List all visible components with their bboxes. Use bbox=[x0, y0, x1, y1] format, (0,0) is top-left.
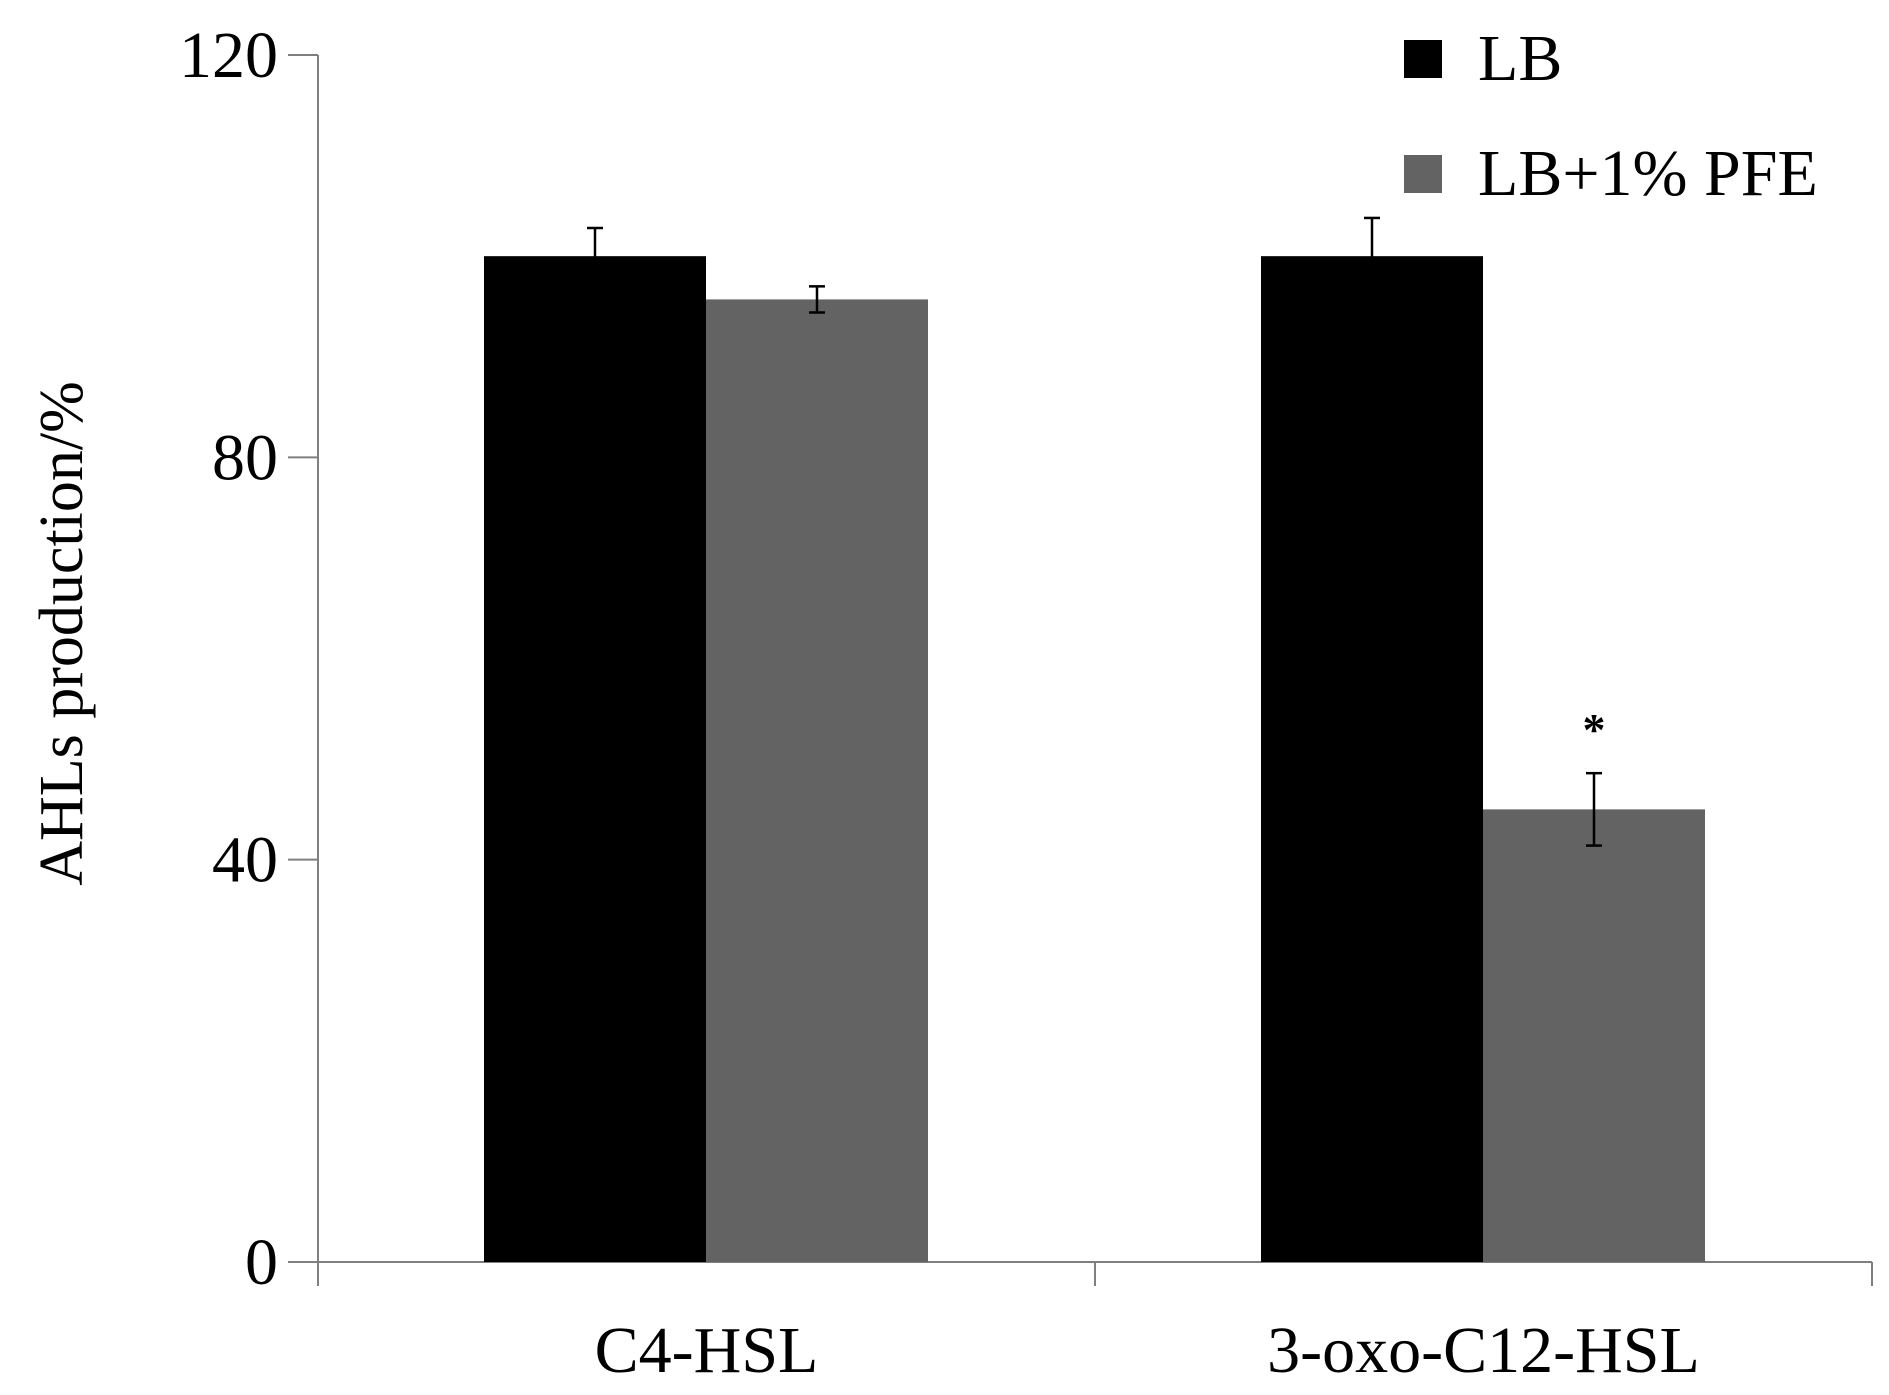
annotations: * bbox=[1583, 704, 1606, 755]
legend-swatch bbox=[1404, 155, 1442, 193]
y-tick-label: 120 bbox=[179, 19, 278, 92]
bar bbox=[706, 299, 928, 1263]
significance-marker: * bbox=[1583, 704, 1606, 755]
error-bars bbox=[587, 216, 1602, 847]
bar bbox=[484, 256, 706, 1263]
y-tick-label: 80 bbox=[212, 421, 278, 494]
x-category-label: 3-oxo-C12-HSL bbox=[1267, 1314, 1700, 1387]
y-axis-title: AHLs production/% bbox=[28, 381, 96, 886]
legend-label: LB bbox=[1478, 22, 1562, 95]
y-tick-label: 0 bbox=[245, 1226, 278, 1299]
bar bbox=[1483, 809, 1705, 1262]
x-category-label: C4-HSL bbox=[595, 1314, 819, 1387]
legend-swatch bbox=[1404, 40, 1442, 78]
axis-labels: 0 40 80 120 C4-HSL 3-oxo-C12-HSL AHLs producti… bbox=[28, 19, 1700, 1387]
y-tick-label: 40 bbox=[212, 824, 278, 897]
legend: LB LB+1% PFE bbox=[1404, 22, 1818, 210]
legend-label: LB+1% PFE bbox=[1478, 137, 1818, 210]
bars bbox=[484, 256, 1705, 1263]
bar bbox=[1261, 256, 1483, 1263]
